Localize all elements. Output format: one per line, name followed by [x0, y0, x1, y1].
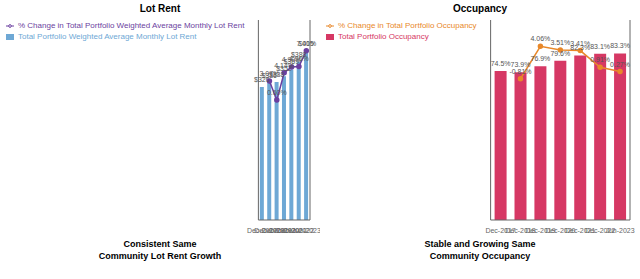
svg-text:3.41%: 3.41%: [570, 40, 590, 47]
svg-text:Dec-2021: Dec-2021: [565, 227, 596, 234]
svg-text:4.96%: 4.96%: [289, 55, 309, 62]
svg-text:$388: $388: [290, 50, 307, 58]
svg-text:0.91%: 0.91%: [590, 56, 610, 63]
html-text:% Change in Total Portfolio Oc: % Change in Total Portfolio Occupancy: [338, 21, 477, 30]
svg-text:4.14%: 4.14%: [274, 61, 295, 69]
html-text:Consistent Same Community Lot: Consistent Same Community Lot Rent Growt…: [98, 239, 222, 261]
svg-text:Dec-2019: Dec-2019: [525, 227, 556, 234]
html-text:Lot Rent: Lot Rent: [139, 3, 181, 14]
svg-text:Dec-2020: Dec-2020: [545, 227, 576, 234]
svg-text:73.9%: 73.9%: [510, 61, 531, 69]
svg-text:Dec-2017: Dec-2017: [485, 227, 516, 234]
svg-text:Jun-2023: Jun-2023: [605, 227, 632, 234]
svg-text:74.5%: 74.5%: [491, 60, 511, 67]
svg-text:0.27%: 0.27%: [610, 61, 630, 68]
html-text:Stable and Growing Same Commun: Stable and Growing Same Community Occupa…: [424, 239, 536, 261]
svg-text:0.60%: 0.60%: [267, 89, 287, 96]
svg-text:$326: $326: [254, 75, 270, 83]
svg-text:82.3%: 82.3%: [570, 44, 591, 52]
html-text:Total Portfolio Weighted Avera: Total Portfolio Weighted Average Monthly…: [18, 32, 197, 41]
svg-text:76.9%: 76.9%: [530, 55, 550, 62]
svg-text:Dec-2018: Dec-2018: [505, 227, 536, 234]
svg-text:Dec-2022: Dec-2022: [585, 227, 616, 234]
svg-text:79.6%: 79.6%: [550, 50, 570, 57]
html-text:Occupancy: Occupancy: [453, 3, 507, 14]
svg-text:7.00%: 7.00%: [296, 40, 316, 47]
svg-text:Jun-2023: Jun-2023: [292, 227, 320, 234]
svg-text:3.51%: 3.51%: [550, 39, 570, 46]
svg-text:83.1%: 83.1%: [590, 43, 610, 50]
html-text:Total Portfolio Occupancy: Total Portfolio Occupancy: [338, 32, 429, 41]
html-text:% Change in Total Portfolio We: % Change in Total Portfolio Weighted Ave…: [18, 21, 245, 30]
svg-text:-0.81%: -0.81%: [509, 68, 531, 75]
svg-text:4.06%: 4.06%: [530, 35, 550, 42]
svg-text:3.07%: 3.07%: [260, 70, 280, 77]
svg-text:83.3%: 83.3%: [610, 42, 630, 49]
